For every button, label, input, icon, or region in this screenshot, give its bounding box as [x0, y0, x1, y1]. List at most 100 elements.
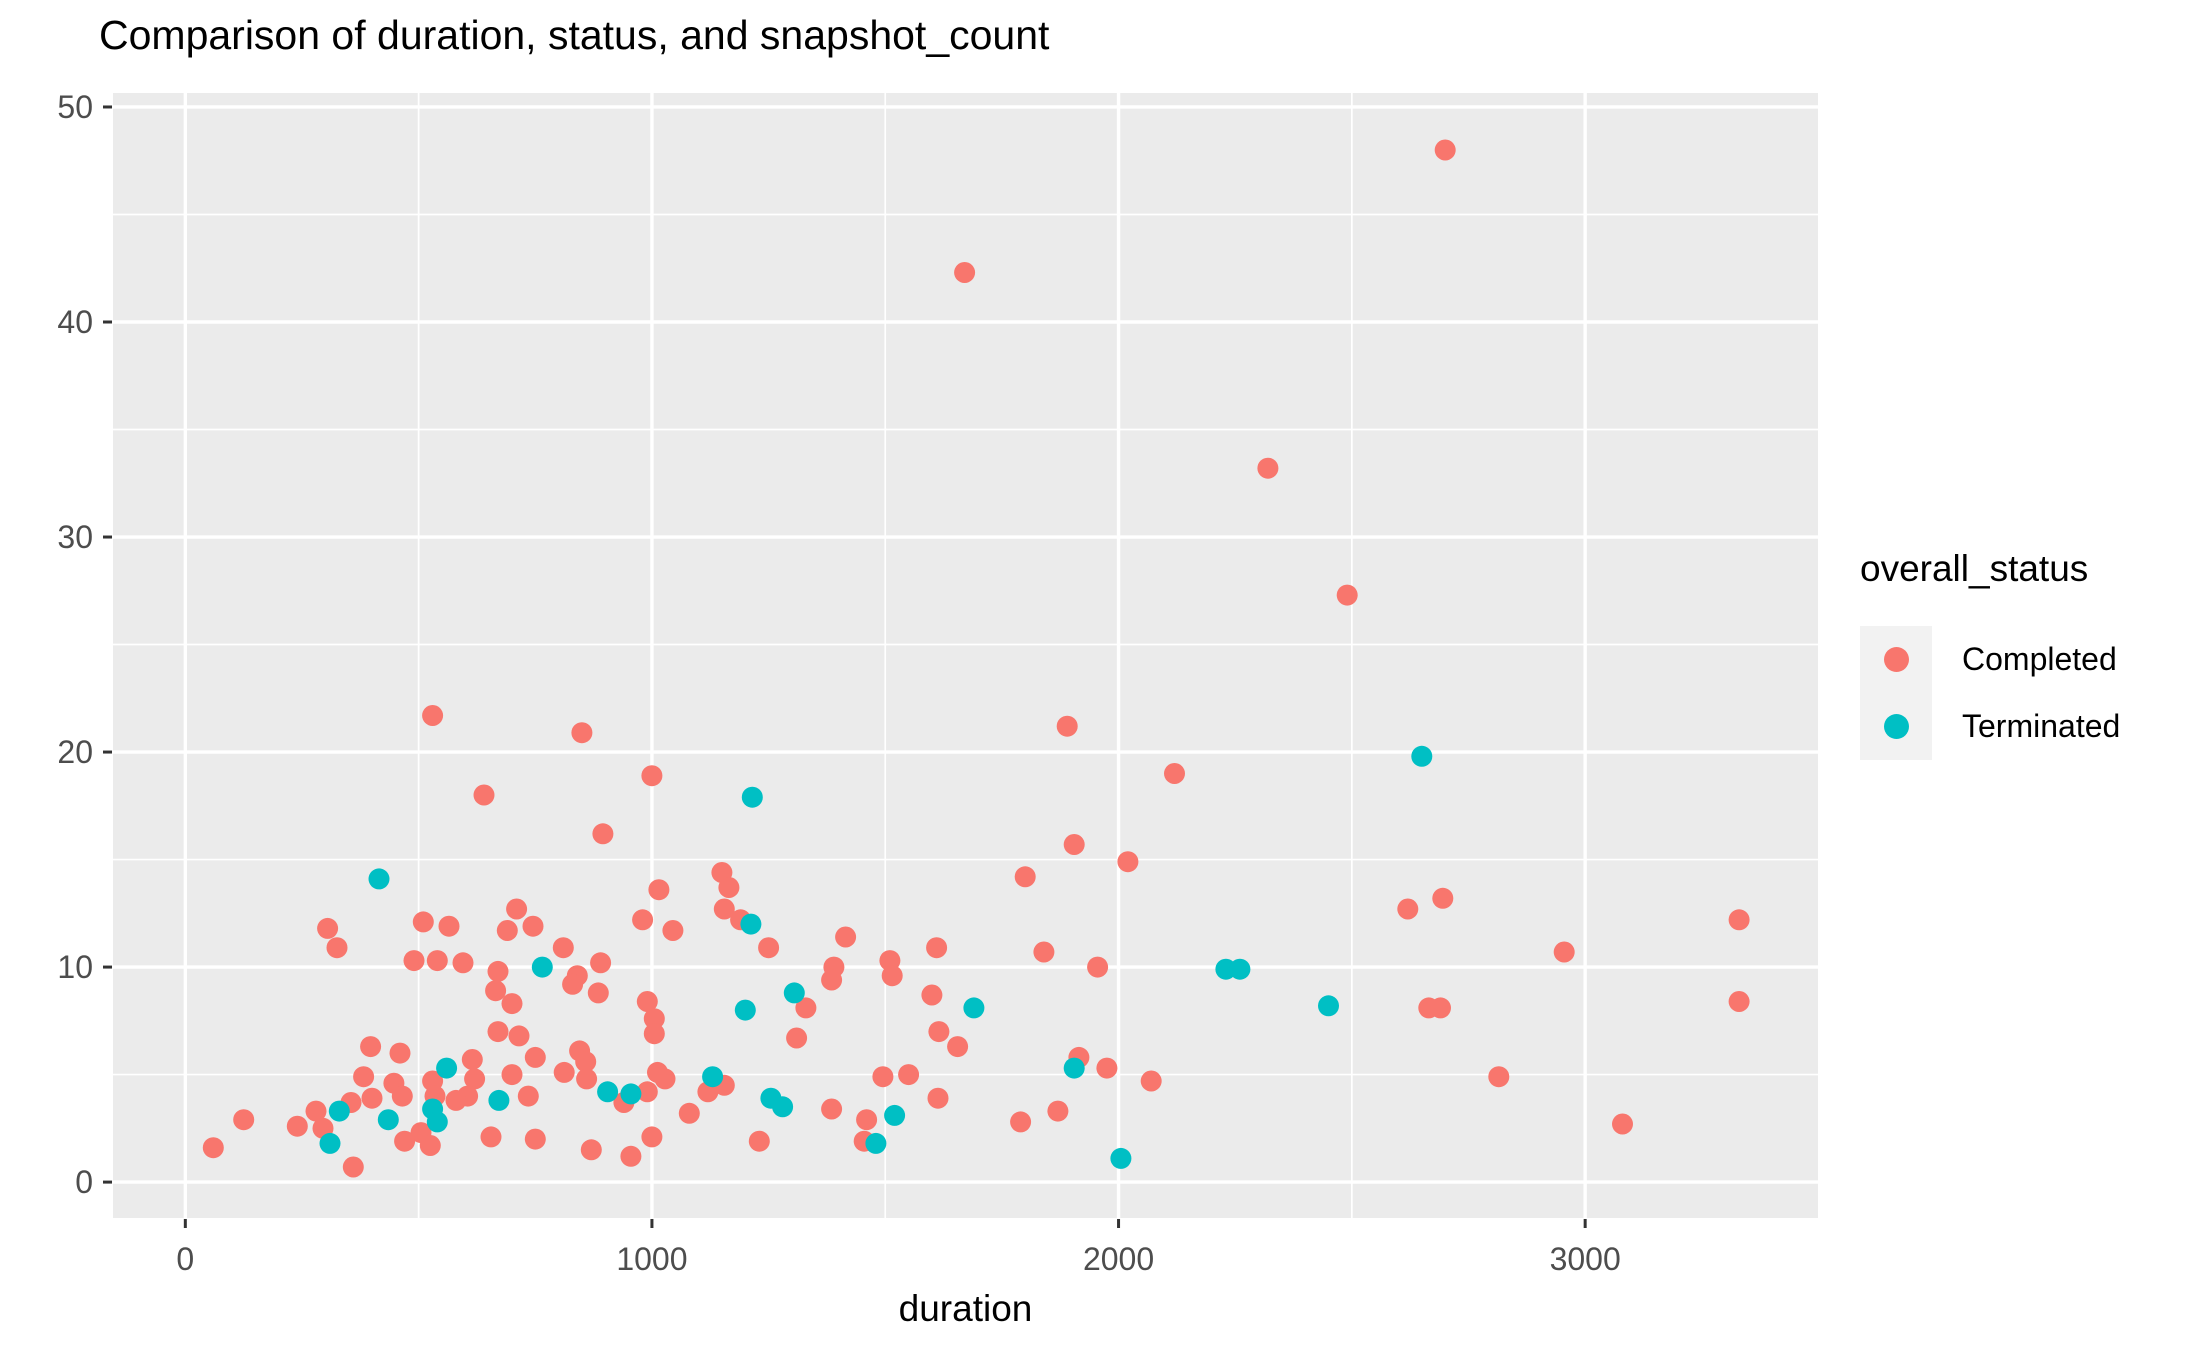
data-point-completed: [1434, 139, 1456, 161]
data-point-completed: [422, 705, 444, 726]
data-point-terminated: [865, 1132, 887, 1154]
data-point-completed: [587, 982, 609, 1004]
data-point-completed: [821, 1098, 843, 1120]
data-point-completed: [1488, 1066, 1510, 1088]
y-tick-label: 30: [57, 519, 93, 555]
data-point-completed: [1117, 851, 1139, 873]
data-point-completed: [758, 937, 780, 959]
data-point-completed: [1140, 1070, 1162, 1092]
data-point-terminated: [319, 1132, 341, 1154]
data-point-completed: [654, 1068, 676, 1090]
data-point-completed: [954, 262, 976, 283]
data-point-completed: [305, 1100, 327, 1122]
data-point-completed: [821, 969, 843, 991]
data-point-completed: [445, 1089, 467, 1111]
data-point-completed: [643, 1008, 665, 1030]
data-point-completed: [394, 1130, 416, 1152]
data-point-completed: [632, 909, 654, 931]
chart-title: Comparison of duration, status, and snap…: [99, 12, 1050, 58]
data-point-completed: [485, 980, 507, 1002]
data-point-completed: [748, 1130, 770, 1152]
data-point-completed: [1553, 941, 1575, 963]
data-point-completed: [620, 1145, 642, 1167]
legend: overall_status Completed Terminated: [1860, 548, 2120, 760]
data-point-terminated: [740, 913, 762, 935]
data-point-terminated: [734, 999, 756, 1021]
x-tick-label: 2000: [1083, 1241, 1154, 1277]
data-point-completed: [856, 1109, 878, 1131]
data-point-completed: [590, 952, 612, 974]
data-point-terminated: [488, 1089, 510, 1111]
data-point-completed: [575, 1051, 597, 1073]
y-tick-label: 0: [75, 1164, 93, 1200]
data-point-terminated: [783, 982, 805, 1004]
data-point-completed: [286, 1115, 308, 1137]
data-point-completed: [926, 937, 948, 959]
data-point-terminated: [772, 1096, 794, 1118]
y-tick-label: 40: [57, 304, 93, 340]
data-point-completed: [786, 1027, 808, 1049]
data-point-completed: [872, 1066, 894, 1088]
data-point-completed: [1033, 941, 1055, 963]
data-point-completed: [419, 1135, 441, 1156]
data-point-completed: [1096, 1057, 1118, 1079]
data-point-completed: [1397, 898, 1419, 920]
data-point-terminated: [963, 997, 985, 1019]
data-point-completed: [412, 911, 434, 933]
data-point-terminated: [1063, 1057, 1085, 1079]
data-point-terminated: [436, 1057, 458, 1079]
data-point-completed: [1336, 584, 1358, 606]
data-point-completed: [898, 1064, 920, 1086]
data-point-terminated: [1110, 1147, 1132, 1169]
data-point-completed: [1010, 1111, 1032, 1133]
data-point-completed: [1063, 834, 1085, 855]
data-point-completed: [576, 1068, 598, 1090]
data-point-completed: [473, 784, 495, 806]
data-point-completed: [360, 1036, 382, 1058]
data-point-completed: [1257, 457, 1279, 479]
data-point-completed: [571, 722, 593, 744]
data-point-terminated: [368, 868, 390, 890]
x-tick-label: 3000: [1550, 1241, 1621, 1277]
data-point-completed: [353, 1066, 375, 1088]
data-point-completed: [641, 765, 663, 787]
data-point-completed: [921, 984, 943, 1006]
data-point-completed: [487, 1021, 509, 1043]
data-point-terminated: [741, 786, 763, 808]
data-point-completed: [1728, 991, 1750, 1012]
x-tick-label: 0: [176, 1241, 194, 1277]
data-point-completed: [553, 1061, 575, 1083]
data-point-terminated: [620, 1083, 642, 1105]
data-point-completed: [643, 1023, 665, 1045]
y-tick-label: 20: [57, 734, 93, 770]
data-point-terminated: [328, 1100, 350, 1122]
data-point-completed: [928, 1021, 950, 1043]
data-point-terminated: [884, 1104, 906, 1126]
data-point-completed: [947, 1036, 969, 1058]
data-point-terminated: [1411, 745, 1433, 767]
data-point-completed: [506, 898, 528, 920]
data-point-terminated: [1229, 958, 1251, 980]
data-point-completed: [580, 1139, 602, 1161]
data-point-completed: [795, 997, 817, 1019]
y-tick-label: 10: [57, 949, 93, 985]
data-point-completed: [718, 877, 740, 898]
data-point-completed: [361, 1087, 383, 1109]
data-point-completed: [713, 898, 735, 920]
data-point-terminated: [426, 1111, 448, 1133]
data-point-completed: [1014, 866, 1036, 888]
x-axis-title: duration: [898, 1288, 1033, 1329]
data-point-completed: [552, 937, 574, 959]
data-point-completed: [501, 993, 523, 1015]
data-point-completed: [662, 920, 684, 941]
data-point-completed: [1047, 1100, 1069, 1122]
data-point-completed: [501, 1064, 523, 1086]
y-tick-label: 50: [57, 89, 93, 125]
data-point-completed: [496, 920, 518, 941]
legend-label-terminated: Terminated: [1962, 708, 2121, 744]
data-point-terminated: [702, 1066, 724, 1088]
data-point-terminated: [1318, 995, 1339, 1017]
data-point-completed: [464, 1068, 486, 1090]
legend-title: overall_status: [1860, 548, 2089, 589]
data-point-completed: [1612, 1113, 1633, 1135]
